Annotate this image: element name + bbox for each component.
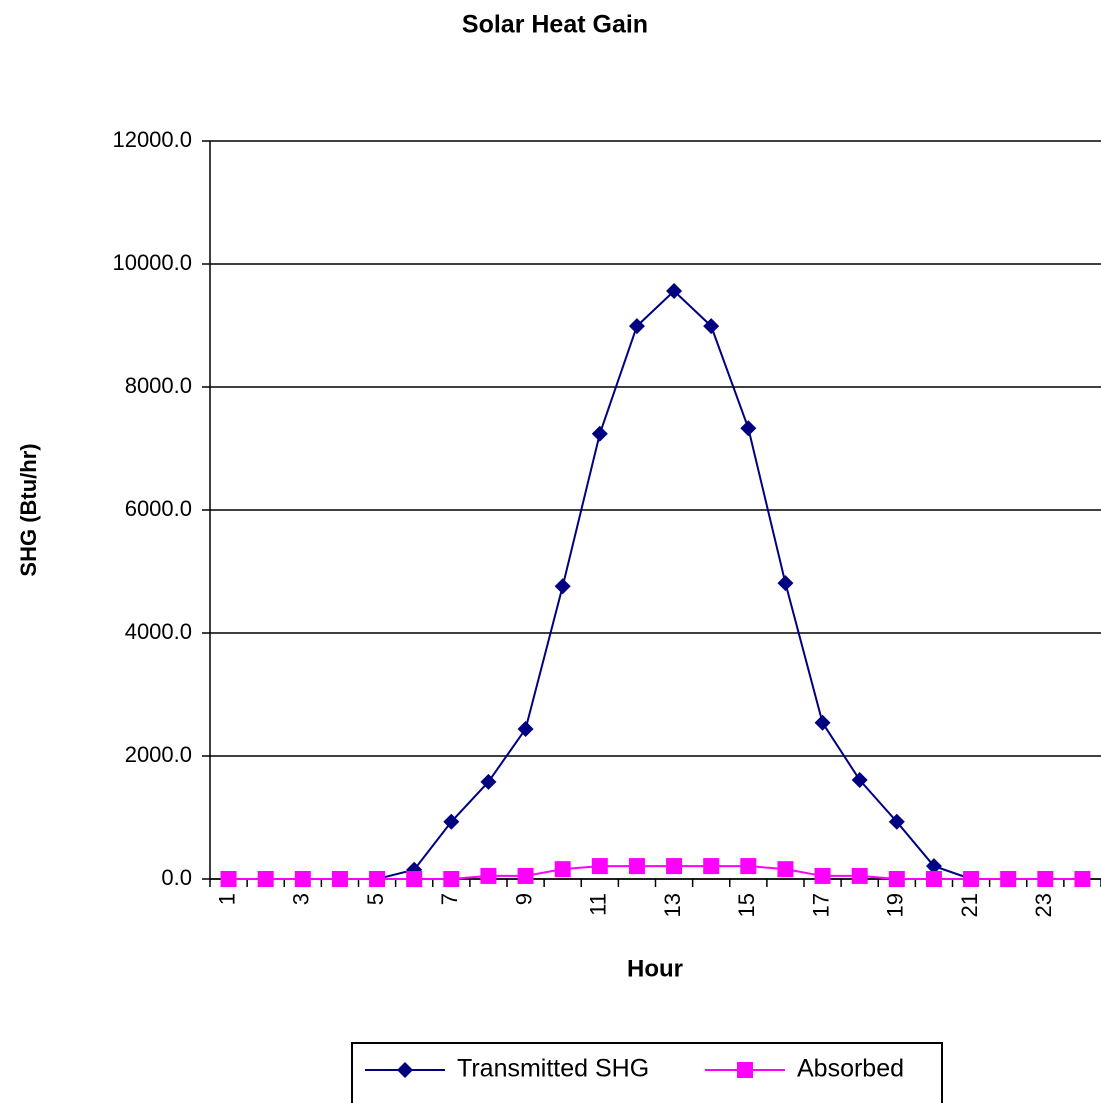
data-point [517, 867, 534, 884]
data-point [480, 773, 497, 790]
y-axis-title: SHG (Btu/hr) [16, 443, 41, 576]
data-point [888, 871, 905, 887]
x-tick-label: 5 [363, 893, 388, 905]
legend-label: Absorbed [797, 1055, 904, 1083]
y-tick-label: 8000.0 [125, 373, 192, 398]
data-point [777, 861, 794, 878]
legend-box [351, 1042, 943, 1103]
data-point [257, 871, 274, 887]
data-point [443, 871, 460, 887]
y-tick-label: 2000.0 [125, 742, 192, 767]
data-point [554, 861, 571, 878]
data-point [1000, 871, 1017, 887]
data-point [740, 858, 757, 875]
data-point [666, 858, 683, 875]
x-axis-title: Hour [627, 955, 683, 982]
y-tick-label: 4000.0 [125, 619, 192, 644]
data-point [851, 867, 868, 884]
x-tick-label: 1 [214, 893, 239, 905]
x-tick-label: 13 [660, 893, 685, 917]
data-point [703, 318, 720, 335]
data-point [925, 871, 942, 887]
x-tick-label: 19 [883, 893, 908, 917]
y-tick-label: 12000.0 [112, 127, 192, 152]
y-tick-label: 10000.0 [112, 250, 192, 275]
legend-marker [397, 1062, 413, 1078]
data-point [740, 420, 757, 437]
data-point [703, 858, 720, 875]
chart-title: Solar Heat Gain [462, 11, 648, 39]
x-tick-label: 15 [734, 893, 759, 917]
x-tick-label: 17 [808, 893, 833, 917]
data-point [443, 813, 460, 830]
data-point [220, 871, 237, 887]
data-point [554, 578, 571, 595]
legend: Transmitted SHG Absorbed [351, 1042, 943, 1103]
x-tick-label: 21 [957, 893, 982, 917]
x-tick-label: 7 [437, 893, 462, 905]
data-point [331, 871, 348, 887]
y-tick-label: 6000.0 [125, 496, 192, 521]
data-point [851, 771, 868, 788]
legend-marker [737, 1062, 753, 1078]
data-point [628, 318, 645, 335]
data-point [963, 871, 980, 887]
series-line [228, 289, 1083, 880]
data-point [591, 858, 608, 875]
legend-label: Transmitted SHG [457, 1055, 649, 1083]
x-tick-label: 11 [586, 893, 611, 916]
data-point [294, 871, 311, 887]
data-point [628, 858, 645, 875]
data-point [517, 720, 534, 737]
x-tick-label: 3 [289, 893, 314, 905]
data-point [777, 575, 794, 592]
data-point [1074, 871, 1091, 887]
x-tick-label: 23 [1031, 893, 1056, 917]
data-point [1037, 871, 1054, 887]
data-point [888, 813, 905, 830]
y-tick-label: 0.0 [161, 865, 192, 890]
data-point [480, 867, 497, 884]
x-tick-label: 9 [511, 893, 536, 905]
data-point [925, 858, 942, 875]
data-point [591, 425, 608, 442]
data-point [369, 871, 386, 887]
data-point [814, 867, 831, 884]
data-point [406, 871, 423, 887]
data-point [814, 714, 831, 731]
data-point [666, 283, 683, 300]
